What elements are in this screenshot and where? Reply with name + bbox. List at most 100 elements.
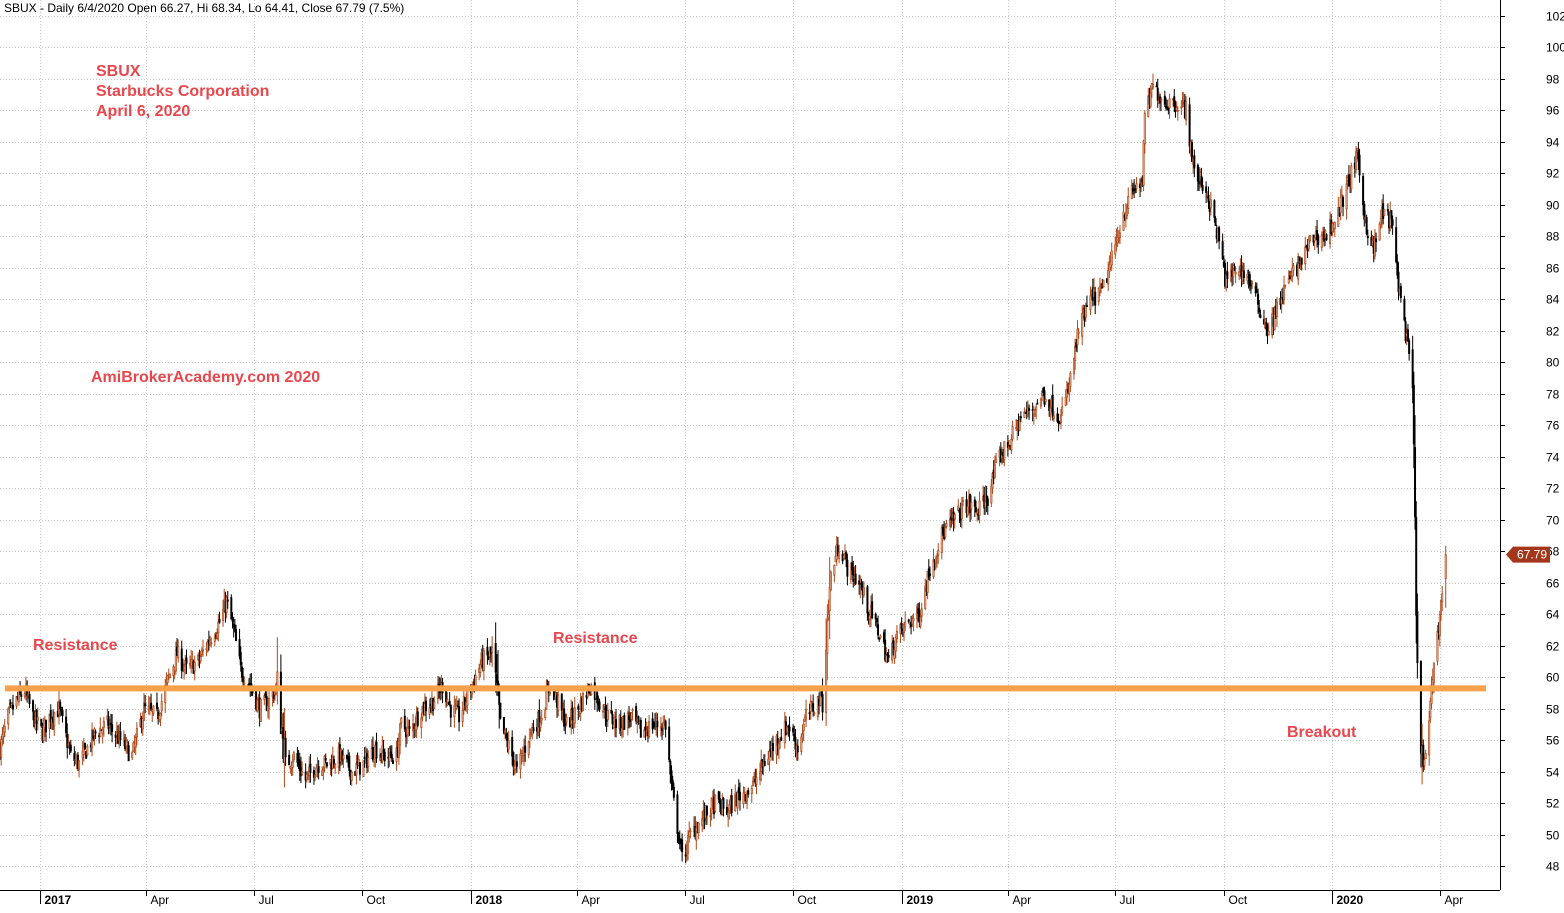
candle-body[interactable] bbox=[892, 640, 895, 655]
candle-body[interactable] bbox=[108, 725, 111, 728]
candle-body[interactable] bbox=[1134, 188, 1137, 191]
candle-body[interactable] bbox=[1044, 398, 1047, 403]
candle-body[interactable] bbox=[265, 696, 268, 711]
candle-body[interactable] bbox=[362, 760, 365, 778]
candle-body[interactable] bbox=[222, 609, 225, 621]
candle-body[interactable] bbox=[8, 706, 11, 708]
candle-body[interactable] bbox=[851, 562, 854, 571]
candle-body[interactable] bbox=[944, 527, 947, 538]
candle-body[interactable] bbox=[736, 790, 739, 809]
candle-body[interactable] bbox=[934, 558, 937, 564]
candle-body[interactable] bbox=[1254, 285, 1257, 294]
candle-body[interactable] bbox=[564, 723, 567, 726]
candle-body[interactable] bbox=[1423, 759, 1426, 767]
candle-body[interactable] bbox=[474, 675, 477, 687]
candle-body[interactable] bbox=[816, 695, 819, 718]
candle-body[interactable] bbox=[348, 755, 351, 771]
candle-body[interactable] bbox=[1000, 454, 1003, 459]
candle-body[interactable] bbox=[1320, 234, 1323, 248]
candle-body[interactable] bbox=[487, 656, 490, 659]
candle-body[interactable] bbox=[317, 765, 320, 773]
candle-body[interactable] bbox=[986, 498, 989, 506]
candle-body[interactable] bbox=[825, 649, 828, 713]
candle-body[interactable] bbox=[458, 706, 461, 723]
candle-body[interactable] bbox=[1043, 390, 1046, 405]
candle-body[interactable] bbox=[114, 734, 117, 738]
candle-body[interactable] bbox=[565, 716, 568, 723]
candle-body[interactable] bbox=[109, 722, 112, 725]
candle-body[interactable] bbox=[259, 698, 262, 722]
candle-body[interactable] bbox=[296, 753, 299, 763]
candle-body[interactable] bbox=[288, 754, 291, 766]
candle-body[interactable] bbox=[544, 709, 547, 719]
candle-body[interactable] bbox=[40, 718, 43, 726]
candle-body[interactable] bbox=[1396, 261, 1399, 276]
candle-body[interactable] bbox=[298, 760, 301, 771]
candle-body[interactable] bbox=[615, 719, 618, 728]
candle-body[interactable] bbox=[677, 832, 680, 842]
candle-body[interactable] bbox=[862, 587, 865, 596]
candle-body[interactable] bbox=[777, 742, 780, 750]
candle-body[interactable] bbox=[705, 805, 708, 816]
candle-body[interactable] bbox=[993, 464, 996, 478]
candle-body[interactable] bbox=[449, 704, 452, 718]
candle-body[interactable] bbox=[695, 827, 698, 841]
candle-body[interactable] bbox=[577, 706, 580, 710]
candle-body[interactable] bbox=[743, 791, 746, 794]
candle-body[interactable] bbox=[466, 688, 469, 706]
candle-body[interactable] bbox=[763, 761, 766, 767]
candle-body[interactable] bbox=[183, 665, 186, 671]
candle-body[interactable] bbox=[1117, 238, 1120, 241]
candle-body[interactable] bbox=[1102, 279, 1105, 288]
candle-body[interactable] bbox=[717, 791, 720, 800]
candle-body[interactable] bbox=[1011, 426, 1014, 440]
candle-body[interactable] bbox=[833, 564, 836, 576]
candle-body[interactable] bbox=[652, 724, 655, 727]
candle-body[interactable] bbox=[507, 740, 510, 750]
candle-body[interactable] bbox=[292, 752, 295, 760]
candle-body[interactable] bbox=[11, 704, 14, 710]
candle-body[interactable] bbox=[767, 758, 770, 765]
candle-body[interactable] bbox=[371, 746, 374, 761]
candle-body[interactable] bbox=[486, 646, 489, 656]
candle-body[interactable] bbox=[135, 728, 138, 738]
candle-body[interactable] bbox=[49, 710, 52, 723]
candle-body[interactable] bbox=[662, 722, 665, 729]
candle-body[interactable] bbox=[20, 694, 23, 697]
candle-body[interactable] bbox=[786, 725, 789, 733]
candle-body[interactable] bbox=[532, 727, 535, 732]
candle-body[interactable] bbox=[1205, 186, 1208, 193]
candle-body[interactable] bbox=[866, 586, 869, 614]
candle-body[interactable] bbox=[1075, 342, 1078, 349]
candle-body[interactable] bbox=[1391, 219, 1394, 226]
candle-body[interactable] bbox=[630, 712, 633, 720]
candle-body[interactable] bbox=[1375, 238, 1378, 243]
candle-body[interactable] bbox=[373, 758, 376, 763]
candle-body[interactable] bbox=[911, 618, 914, 625]
candle-body[interactable] bbox=[1339, 196, 1342, 214]
candle-body[interactable] bbox=[102, 721, 105, 728]
candle-body[interactable] bbox=[10, 703, 13, 707]
candle-body[interactable] bbox=[538, 709, 541, 728]
candle-body[interactable] bbox=[193, 662, 196, 672]
candle-body[interactable] bbox=[231, 618, 234, 622]
candle-body[interactable] bbox=[1298, 256, 1301, 264]
candle-body[interactable] bbox=[461, 710, 464, 722]
candle-body[interactable] bbox=[846, 559, 849, 577]
candle-body[interactable] bbox=[1122, 211, 1125, 231]
candle-body[interactable] bbox=[973, 499, 976, 507]
candle-body[interactable] bbox=[65, 716, 68, 734]
candle-body[interactable] bbox=[78, 760, 81, 770]
candle-body[interactable] bbox=[792, 727, 795, 733]
candle-body[interactable] bbox=[801, 733, 804, 739]
candle-body[interactable] bbox=[1160, 98, 1163, 102]
candle-body[interactable] bbox=[159, 712, 162, 720]
candle-body[interactable] bbox=[199, 656, 202, 662]
candle-body[interactable] bbox=[416, 711, 419, 726]
candle-body[interactable] bbox=[482, 650, 485, 671]
candle-body[interactable] bbox=[794, 737, 797, 750]
candle-body[interactable] bbox=[827, 613, 830, 619]
candle-body[interactable] bbox=[1358, 154, 1361, 176]
candle-body[interactable] bbox=[1209, 199, 1212, 209]
candle-body[interactable] bbox=[874, 613, 877, 620]
